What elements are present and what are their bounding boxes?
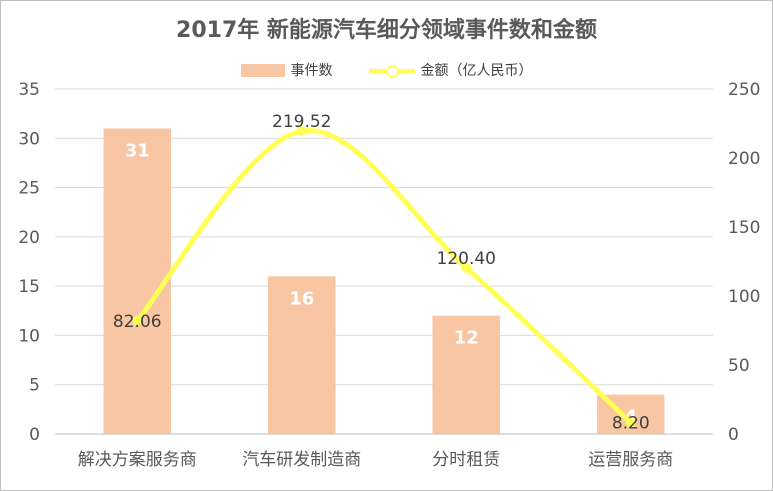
y-left-tick-label: 20: [18, 228, 40, 248]
y-left-tick-label: 0: [29, 425, 40, 445]
y-right-tick-label: 150: [728, 218, 760, 238]
chart-title: 2017年 新能源汽车细分领域事件数和金额: [176, 18, 597, 43]
y-left-tick-label: 25: [18, 179, 40, 199]
amount-point: [296, 126, 307, 137]
line-data-label: 8.20: [612, 414, 650, 434]
bar: [432, 315, 500, 434]
y-left-tick-label: 30: [18, 129, 40, 149]
y-right-tick-label: 250: [728, 80, 760, 100]
y-right-tick-label: 200: [728, 149, 760, 169]
legend-line-swatch: [368, 64, 415, 78]
line-data-label: 120.40: [437, 249, 496, 269]
amount-series-line: [134, 128, 634, 426]
x-tick-label: 运营服务商: [588, 450, 673, 470]
y-right-tick-label: 50: [728, 356, 750, 376]
line-data-label: 82.06: [113, 312, 162, 332]
y-left-tick-label: 15: [18, 277, 40, 297]
legend-label-line: 金额（亿人民币）: [420, 63, 533, 79]
bar-data-label: 16: [289, 288, 314, 309]
legend: 事件数 金额（亿人民币）: [0, 60, 773, 80]
x-tick-label: 解决方案服务商: [78, 450, 197, 470]
x-tick-label: 汽车研发制造商: [242, 450, 361, 470]
y-right-tick-label: 100: [728, 287, 760, 307]
x-tick-label: 分时租赁: [432, 450, 500, 470]
bar-data-label: 12: [454, 328, 479, 349]
bar: [268, 276, 336, 434]
bar: [103, 128, 171, 434]
y-right-tick-label: 0: [728, 425, 739, 445]
bar-data-label: 31: [125, 140, 150, 161]
y-left-tick-label: 5: [29, 376, 40, 396]
legend-item-bar: 事件数: [240, 60, 333, 80]
amount-point: [625, 417, 636, 428]
y-left-tick-label: 35: [18, 80, 40, 100]
legend-label-bar: 事件数: [290, 63, 333, 79]
y-left-tick-label: 10: [18, 326, 40, 346]
amount-point: [132, 315, 143, 326]
legend-bar-swatch: [240, 63, 285, 77]
amount-point: [461, 262, 472, 273]
line-data-label: 219.52: [272, 112, 331, 132]
legend-item-line: 金额（亿人民币）: [368, 60, 533, 80]
